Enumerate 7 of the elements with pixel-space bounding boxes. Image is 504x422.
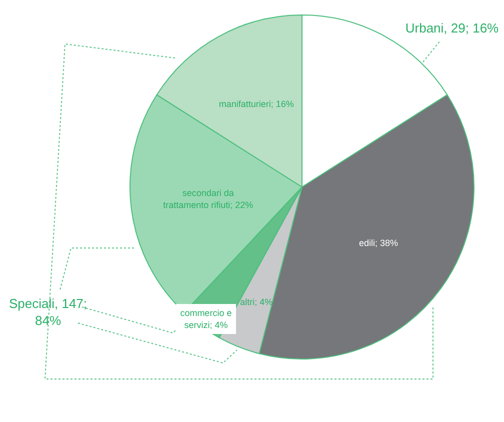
text: Urbani, 29; 16% — [405, 20, 499, 36]
slice-label: secondari da trattamento rifiuti; 22% — [162, 186, 254, 211]
slice-label: manifatturieri; 16% — [218, 98, 294, 110]
slice-label: commercio e servizi; 4% — [176, 304, 236, 334]
text: Speciali, 147; 84% — [8, 295, 88, 329]
slice-label: altri; 4% — [240, 296, 273, 308]
slice-label: edili; 38% — [359, 236, 398, 249]
